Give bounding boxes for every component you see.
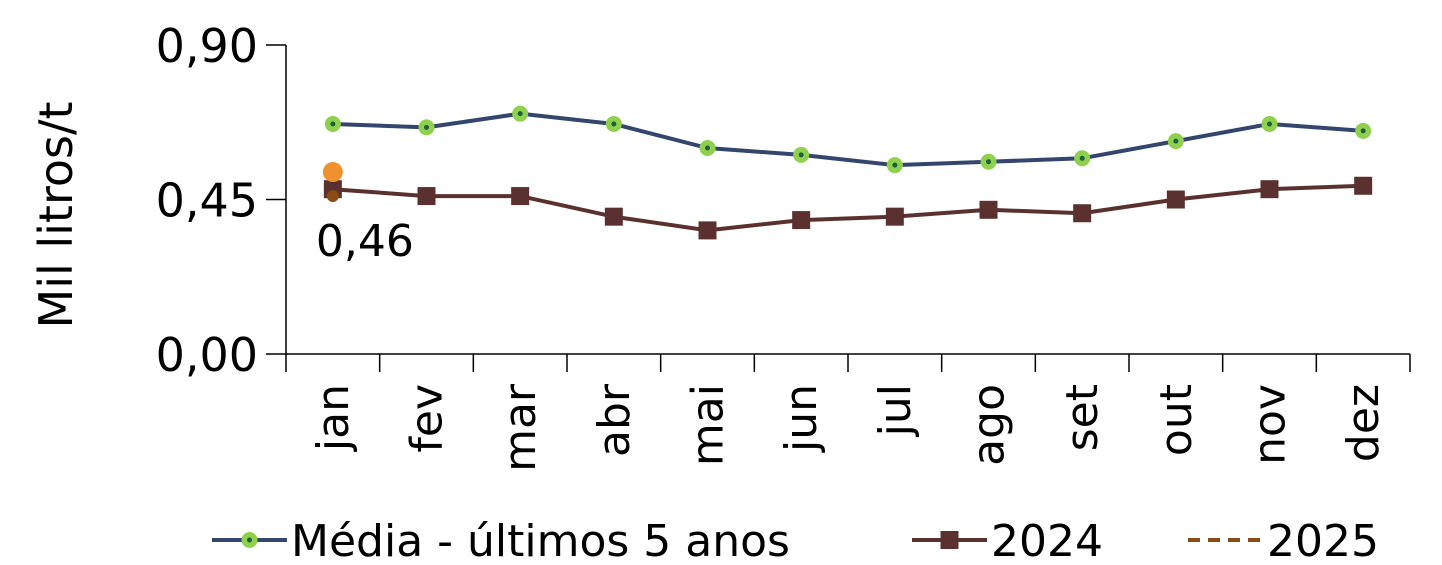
- data-point-center: [330, 121, 336, 127]
- data-point: [792, 211, 811, 230]
- labels-layer: 0,46: [316, 216, 414, 267]
- data-point: [326, 190, 339, 203]
- data-point: [417, 187, 436, 206]
- legend-marker-center: [247, 537, 252, 543]
- y-tick-label: 0,00: [156, 328, 258, 382]
- legend-marker: [940, 531, 959, 549]
- extra-data-point: [322, 162, 343, 183]
- data-point: [1260, 180, 1279, 199]
- legend-label: Média - últimos 5 anos: [291, 516, 790, 561]
- legend-label: 2025: [1267, 516, 1379, 561]
- x-tick-label: jan: [308, 384, 359, 452]
- y-axis-title: Mil litros/t: [29, 101, 83, 328]
- x-tick-label: dez: [1338, 384, 1389, 462]
- series-line: [332, 183, 1364, 233]
- series-line: [332, 111, 1364, 168]
- data-point: [979, 200, 998, 219]
- data-point: [604, 207, 623, 226]
- y-tick-label: 0,45: [156, 174, 258, 228]
- x-tick-label: out: [1151, 384, 1202, 456]
- x-tick-label: fev: [402, 384, 453, 453]
- legend: Média - últimos 5 anos 2024 2025: [212, 516, 1379, 565]
- x-tick-label: jun: [776, 384, 827, 453]
- data-point-center: [1173, 138, 1179, 144]
- data-point-center: [1267, 121, 1272, 127]
- data-point-center: [705, 145, 710, 151]
- data-point-center: [1079, 155, 1085, 161]
- data-point-center: [611, 121, 617, 127]
- data-point-center: [986, 159, 991, 165]
- axes: 0,00 0,45 0,90 jan fev mar abr mai jun jul ago set o…: [29, 19, 1411, 472]
- x-tick-label: ago: [964, 384, 1015, 466]
- data-point: [698, 221, 717, 240]
- data-point: [1073, 204, 1092, 223]
- x-tick-label: mar: [495, 383, 546, 472]
- x-tick-label: set: [1057, 384, 1108, 451]
- x-tick-label: abr: [589, 383, 640, 457]
- data-point-center: [1360, 128, 1366, 134]
- x-tick-label: nov: [1245, 384, 1296, 465]
- x-tick-label: jul: [870, 384, 921, 437]
- series-layer: [322, 105, 1373, 240]
- data-point: [511, 187, 530, 206]
- legend-label: 2024: [991, 516, 1103, 561]
- data-point-center: [424, 124, 429, 130]
- x-tick-label: mai: [683, 384, 734, 466]
- data-point: [885, 207, 904, 226]
- data-point: [1354, 176, 1373, 195]
- data-point-center: [798, 152, 804, 158]
- data-point: [1166, 190, 1185, 209]
- data-point-center: [517, 111, 523, 117]
- data-label: 0,46: [316, 216, 414, 267]
- data-point-center: [892, 162, 898, 168]
- y-tick-label: 0,90: [156, 19, 258, 73]
